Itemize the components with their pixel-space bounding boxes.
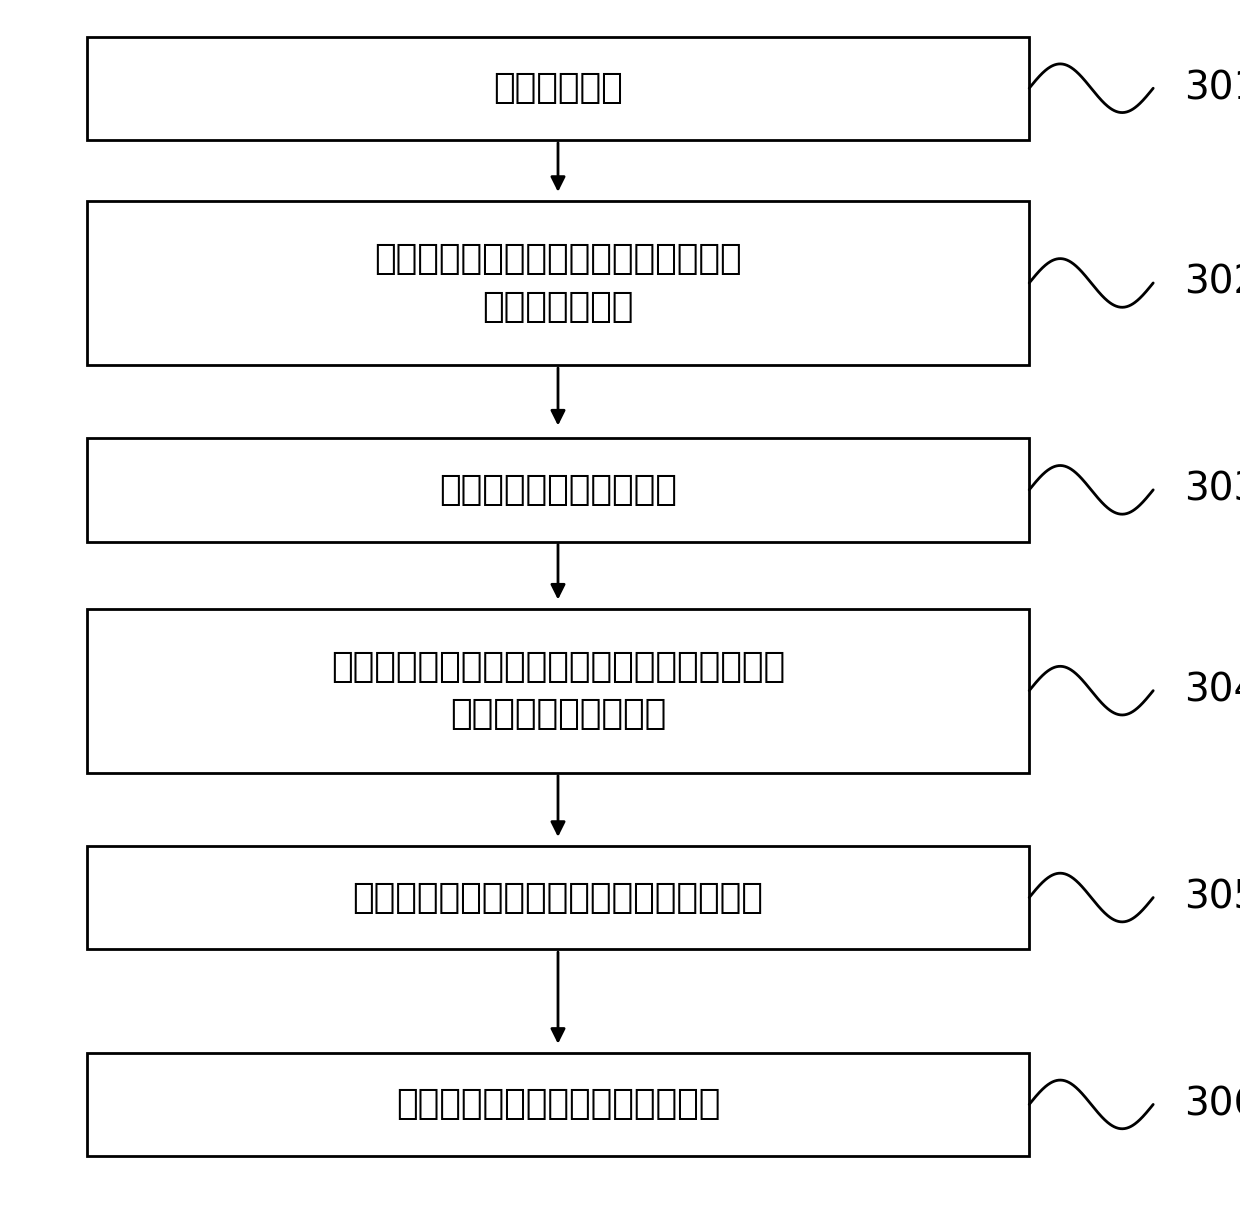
Text: 利用上述损失对上述图像处理模型进行优化: 利用上述损失对上述图像处理模型进行优化 xyxy=(352,881,764,914)
FancyBboxPatch shape xyxy=(87,1053,1029,1156)
Text: 获取肺部图像: 获取肺部图像 xyxy=(494,72,622,105)
Text: 获取反馈信息和损失函数: 获取反馈信息和损失函数 xyxy=(439,473,677,506)
FancyBboxPatch shape xyxy=(87,608,1029,773)
FancyBboxPatch shape xyxy=(87,438,1029,542)
FancyBboxPatch shape xyxy=(87,37,1029,140)
FancyBboxPatch shape xyxy=(87,846,1029,949)
Text: 带入上述反馈信息和上述肺结节信息到上述损失
函数中，计算得到损失: 带入上述反馈信息和上述肺结节信息到上述损失 函数中，计算得到损失 xyxy=(331,650,785,731)
FancyBboxPatch shape xyxy=(87,201,1029,365)
Text: 生成包含上述反馈信息的处理报告: 生成包含上述反馈信息的处理报告 xyxy=(396,1088,720,1121)
Text: 302: 302 xyxy=(1184,264,1240,302)
Text: 305: 305 xyxy=(1184,879,1240,916)
Text: 306: 306 xyxy=(1184,1086,1240,1123)
Text: 303: 303 xyxy=(1184,471,1240,509)
Text: 304: 304 xyxy=(1184,672,1240,710)
Text: 使用图像处理模型处理上述肺部图像，
得到肺结节信息: 使用图像处理模型处理上述肺部图像， 得到肺结节信息 xyxy=(374,242,742,324)
Text: 301: 301 xyxy=(1184,69,1240,107)
